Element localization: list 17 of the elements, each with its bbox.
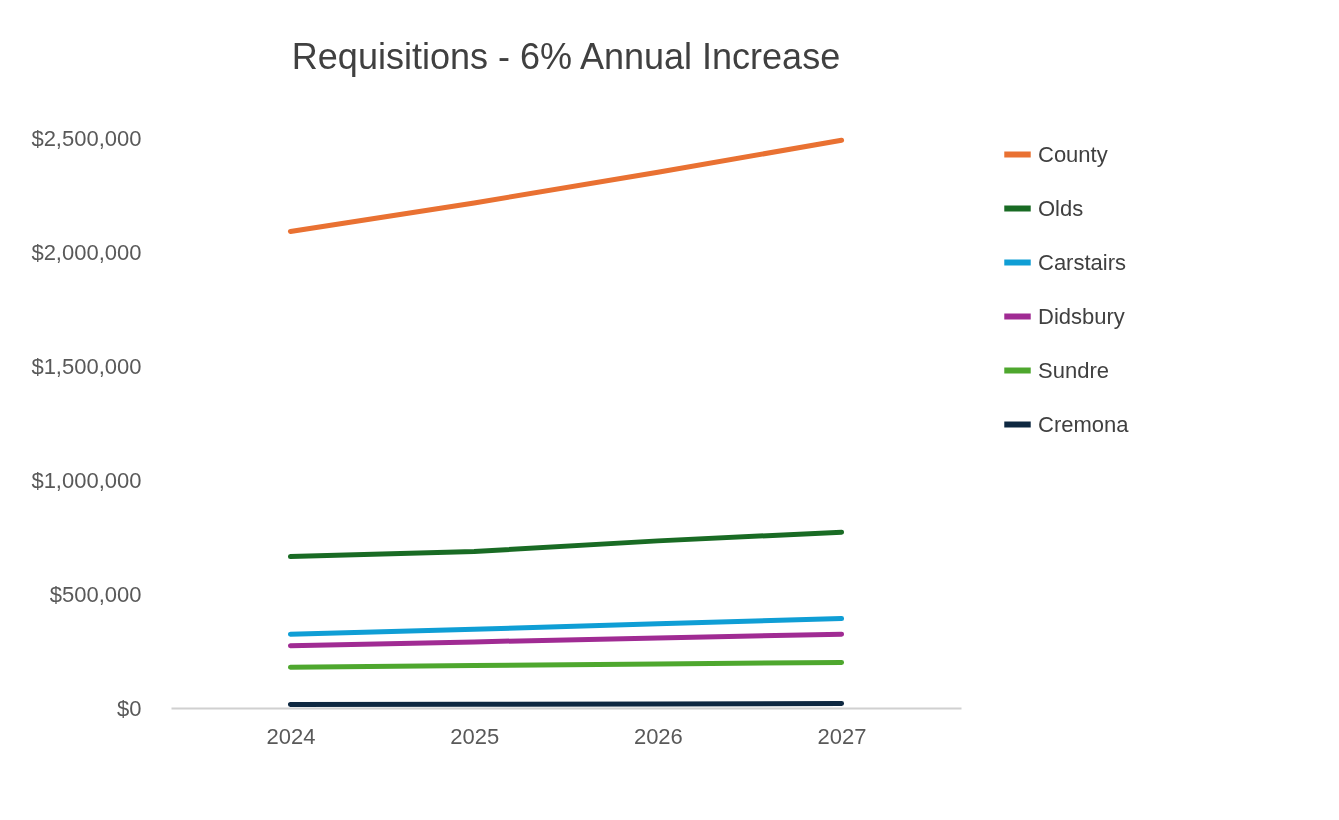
- y-tick-label: $1,000,000: [31, 467, 142, 493]
- y-tick-label: $0: [117, 695, 142, 721]
- chart-title: Requisitions - 6% Annual Increase: [291, 36, 841, 77]
- x-tick-label: 2027: [817, 723, 867, 749]
- y-tick-label: $2,500,000: [31, 125, 142, 151]
- x-tick-label: 2026: [633, 723, 683, 749]
- x-tick-label: 2025: [450, 723, 500, 749]
- legend-label: County: [1038, 141, 1108, 167]
- legend-label: Cremona: [1038, 411, 1130, 437]
- legend-label: Didsbury: [1038, 303, 1125, 329]
- legend-label: Olds: [1038, 195, 1084, 221]
- legend-label: Carstairs: [1038, 249, 1127, 275]
- x-tick-label: 2024: [266, 723, 316, 749]
- legend-label: Sundre: [1038, 357, 1109, 383]
- y-tick-label: $1,500,000: [31, 353, 142, 379]
- y-tick-label: $2,000,000: [31, 239, 142, 265]
- y-tick-label: $500,000: [49, 581, 142, 607]
